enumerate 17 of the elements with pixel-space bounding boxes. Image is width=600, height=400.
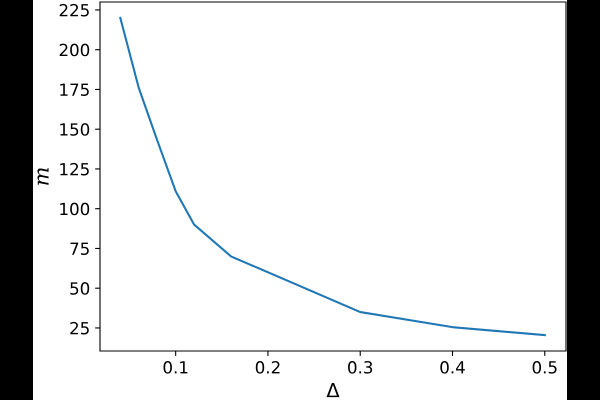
y-tick-label: 50 [70, 282, 90, 295]
y-tick-label: 125 [60, 162, 89, 176]
y-tick-label: 100 [60, 202, 90, 216]
y-tick-label: 225 [60, 4, 89, 17]
x-tick-label: 0.1 [164, 361, 188, 374]
y-tick-label: 75 [70, 242, 89, 256]
x-tick-label: 0.5 [532, 361, 557, 374]
x-axis-title: Δ [326, 383, 340, 398]
line-series [119, 16, 546, 336]
x-tick-label: 0.2 [256, 361, 280, 374]
y-tick-label: 150 [60, 123, 90, 136]
x-tick-label: 0.3 [348, 361, 372, 374]
y-axis-title: m [37, 168, 49, 185]
y-tick-label: 175 [60, 84, 89, 96]
y-tick-label: 25 [70, 322, 89, 335]
y-tick-label: 200 [60, 44, 90, 56]
x-tick-label: 0.4 [440, 361, 465, 374]
